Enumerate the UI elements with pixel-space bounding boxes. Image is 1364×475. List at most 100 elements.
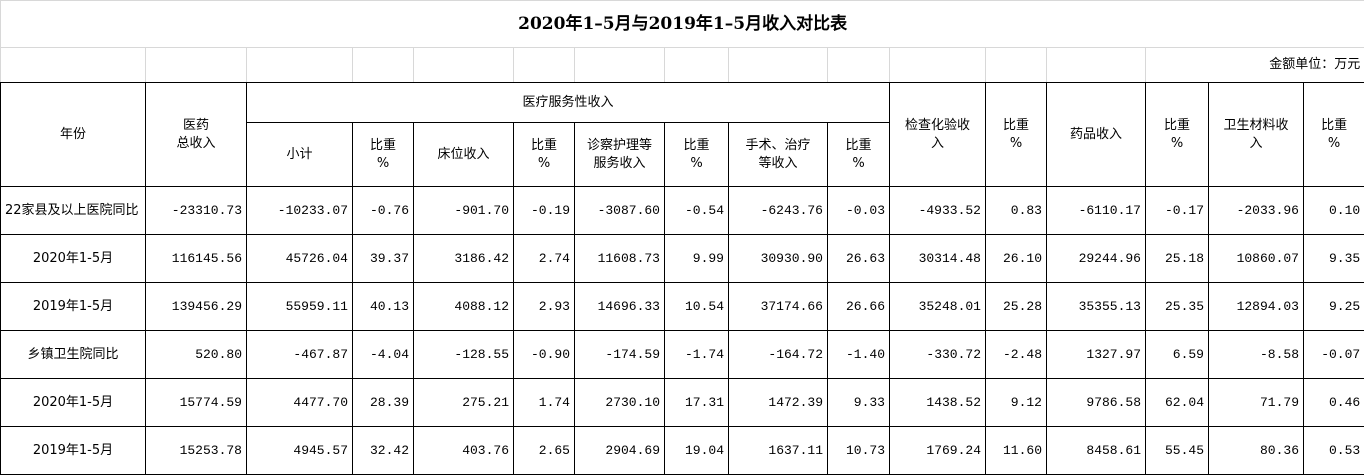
value-cell: -8.58	[1209, 331, 1304, 379]
value-cell: 15253.78	[146, 427, 247, 475]
value-cell: 39.37	[353, 235, 414, 283]
column-header: 小计	[247, 123, 353, 187]
value-cell: 55.45	[1146, 427, 1209, 475]
value-cell: 139456.29	[146, 283, 247, 331]
column-header: 比重 %	[353, 123, 414, 187]
value-cell: -901.70	[414, 187, 514, 235]
column-header: 比重 %	[828, 123, 890, 187]
value-cell: 0.10	[1304, 187, 1364, 235]
value-cell: 45726.04	[247, 235, 353, 283]
column-header: 检查化验收 入	[890, 83, 986, 187]
value-cell: -4933.52	[890, 187, 986, 235]
value-cell: -330.72	[890, 331, 986, 379]
value-cell: 4088.12	[414, 283, 514, 331]
value-cell: 28.39	[353, 379, 414, 427]
value-cell: 30930.90	[729, 235, 828, 283]
value-cell: 0.83	[986, 187, 1047, 235]
column-header: 比重 %	[1304, 83, 1364, 187]
value-cell: 9.99	[665, 235, 729, 283]
unit-label: 金额单位：万元	[1146, 48, 1364, 83]
value-cell: -0.19	[514, 187, 575, 235]
column-header: 卫生材料收 入	[1209, 83, 1304, 187]
value-cell: 1438.52	[890, 379, 986, 427]
value-cell: 3186.42	[414, 235, 514, 283]
value-cell: 80.36	[1209, 427, 1304, 475]
value-cell: 0.46	[1304, 379, 1364, 427]
value-cell: -0.07	[1304, 331, 1364, 379]
blank-cell	[986, 48, 1047, 83]
value-cell: 116145.56	[146, 235, 247, 283]
value-cell: -0.03	[828, 187, 890, 235]
value-cell: 26.63	[828, 235, 890, 283]
value-cell: 26.66	[828, 283, 890, 331]
value-cell: -467.87	[247, 331, 353, 379]
value-cell: 11608.73	[575, 235, 665, 283]
column-header: 手术、治疗 等收入	[729, 123, 828, 187]
value-cell: 520.80	[146, 331, 247, 379]
value-cell: 1.74	[514, 379, 575, 427]
data-row: 22家县及以上医院同比-23310.73-10233.07-0.76-901.7…	[1, 187, 1364, 235]
column-header: 比重 %	[986, 83, 1047, 187]
value-cell: 32.42	[353, 427, 414, 475]
value-cell: -0.76	[353, 187, 414, 235]
value-cell: 25.35	[1146, 283, 1209, 331]
value-cell: -0.17	[1146, 187, 1209, 235]
value-cell: 1637.11	[729, 427, 828, 475]
value-cell: 2.65	[514, 427, 575, 475]
column-header: 药品收入	[1047, 83, 1146, 187]
value-cell: 25.18	[1146, 235, 1209, 283]
value-cell: 4945.57	[247, 427, 353, 475]
row-label: 2019年1-5月	[1, 427, 146, 475]
value-cell: 35248.01	[890, 283, 986, 331]
value-cell: -10233.07	[247, 187, 353, 235]
table-title: 2020年1–5月与2019年1–5月收入对比表	[1, 1, 1364, 48]
column-header: 医药 总收入	[146, 83, 247, 187]
column-header: 比重 %	[514, 123, 575, 187]
value-cell: -174.59	[575, 331, 665, 379]
value-cell: 1769.24	[890, 427, 986, 475]
blank-cell	[414, 48, 514, 83]
blank-cell	[514, 48, 575, 83]
value-cell: 4477.70	[247, 379, 353, 427]
value-cell: -4.04	[353, 331, 414, 379]
value-cell: 55959.11	[247, 283, 353, 331]
value-cell: -23310.73	[146, 187, 247, 235]
value-cell: 9786.58	[1047, 379, 1146, 427]
value-cell: 40.13	[353, 283, 414, 331]
value-cell: -2033.96	[1209, 187, 1304, 235]
value-cell: 2730.10	[575, 379, 665, 427]
row-label: 22家县及以上医院同比	[1, 187, 146, 235]
value-cell: -164.72	[729, 331, 828, 379]
value-cell: 2904.69	[575, 427, 665, 475]
blank-cell	[247, 48, 353, 83]
blank-cell	[1, 48, 146, 83]
value-cell: 10.54	[665, 283, 729, 331]
blank-cell	[1047, 48, 1146, 83]
group-header: 医疗服务性收入	[247, 83, 890, 123]
column-header: 年份	[1, 83, 146, 187]
row-label: 2020年1-5月	[1, 379, 146, 427]
value-cell: 8458.61	[1047, 427, 1146, 475]
value-cell: 35355.13	[1047, 283, 1146, 331]
value-cell: 275.21	[414, 379, 514, 427]
value-cell: 0.53	[1304, 427, 1364, 475]
value-cell: 2.93	[514, 283, 575, 331]
header-row: 年份医药 总收入医疗服务性收入检查化验收 入比重 %药品收入比重 %卫生材料收 …	[1, 83, 1364, 123]
value-cell: -6243.76	[729, 187, 828, 235]
column-header: 床位收入	[414, 123, 514, 187]
unit-row: 金额单位：万元	[1, 48, 1364, 83]
row-label: 2020年1-5月	[1, 235, 146, 283]
value-cell: -3087.60	[575, 187, 665, 235]
value-cell: 10860.07	[1209, 235, 1304, 283]
value-cell: 29244.96	[1047, 235, 1146, 283]
row-label: 2019年1-5月	[1, 283, 146, 331]
value-cell: 14696.33	[575, 283, 665, 331]
value-cell: 9.33	[828, 379, 890, 427]
value-cell: -0.90	[514, 331, 575, 379]
blank-cell	[729, 48, 828, 83]
